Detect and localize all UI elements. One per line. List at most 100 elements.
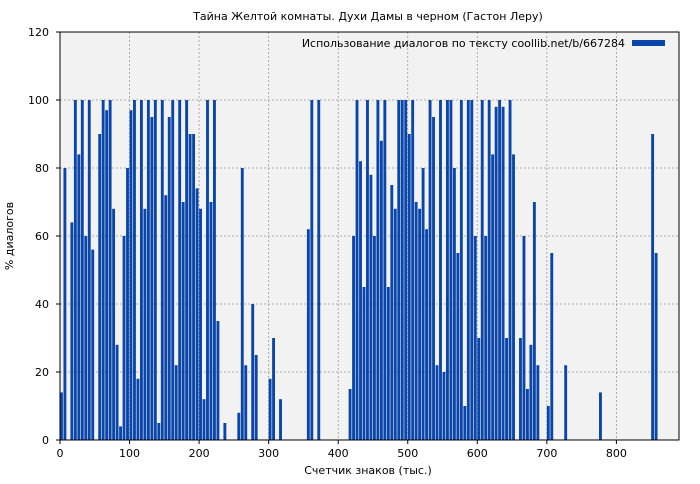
bar (213, 100, 216, 440)
bar (185, 100, 189, 440)
bar (376, 100, 380, 440)
bar (366, 100, 369, 440)
bar (654, 253, 658, 440)
bar (651, 134, 655, 440)
y-tick-label: 120 (28, 26, 49, 39)
bar (480, 100, 484, 440)
bar (546, 406, 550, 440)
bar (80, 100, 84, 440)
bar (525, 389, 529, 440)
bar (522, 236, 526, 440)
legend: Использование диалогов по тексту coollib… (302, 37, 665, 50)
bar (268, 378, 272, 440)
bar (171, 100, 175, 440)
bar (146, 100, 150, 440)
x-tick-label: 100 (119, 447, 140, 460)
bar (150, 117, 154, 440)
x-tick-label: 400 (328, 447, 349, 460)
y-tick-label: 100 (28, 94, 49, 107)
bar (108, 100, 112, 440)
x-tick-label: 800 (606, 447, 627, 460)
legend-label: Использование диалогов по тексту coollib… (302, 37, 625, 50)
bar (254, 355, 258, 440)
bar (84, 236, 88, 440)
bar (112, 208, 116, 440)
x-tick-label: 200 (189, 447, 210, 460)
bar (122, 236, 126, 440)
bar-series (60, 100, 658, 441)
y-tick-label: 0 (42, 434, 49, 447)
bar (209, 202, 213, 440)
bar (105, 110, 109, 440)
bar (352, 236, 355, 440)
bar (397, 100, 401, 440)
bar (317, 100, 321, 440)
bar (216, 321, 220, 440)
bar (157, 423, 161, 440)
bar (362, 287, 366, 440)
bar (192, 134, 196, 440)
bar (355, 100, 359, 440)
bar (167, 117, 171, 440)
bar (206, 100, 209, 440)
bar (439, 100, 442, 440)
bar (536, 365, 540, 440)
x-axis-label: Счетчик знаков (тыс.) (304, 464, 432, 477)
y-tick-label: 80 (35, 162, 49, 175)
y-tick-label: 40 (35, 298, 49, 311)
bar (487, 100, 491, 440)
bar (442, 372, 446, 440)
legend-swatch (632, 40, 665, 46)
bar (251, 304, 255, 440)
bar (199, 208, 202, 440)
bar (174, 365, 178, 440)
y-axis-label: % диалогов (3, 202, 16, 270)
bar (407, 134, 411, 440)
bar (564, 365, 568, 440)
bar (452, 168, 456, 440)
bar (501, 106, 505, 441)
x-tick-label: 0 (57, 447, 64, 460)
bar (473, 236, 477, 440)
bar (115, 344, 119, 440)
bar (63, 168, 67, 440)
bar (244, 365, 248, 440)
bar (70, 222, 74, 440)
bar (446, 100, 449, 440)
bar (372, 236, 376, 440)
bar (369, 174, 373, 441)
bar (428, 100, 432, 440)
bar (383, 100, 387, 440)
bar (532, 202, 536, 440)
axis-ticks: 0 100 200 300 400 500 600 700 800 0 20 40 60 80 100 120 (28, 26, 627, 460)
bar (178, 100, 182, 440)
bar (153, 100, 157, 440)
bar (456, 253, 460, 440)
bar (508, 100, 512, 440)
bar (529, 344, 533, 440)
bar (484, 236, 488, 440)
bar (449, 100, 453, 440)
bar (404, 100, 408, 440)
bar (223, 423, 227, 440)
bar (133, 100, 136, 440)
bar (463, 406, 467, 440)
bar (459, 100, 463, 440)
x-tick-label: 600 (467, 447, 488, 460)
bar (550, 253, 554, 440)
bar (519, 338, 522, 440)
y-tick-label: 60 (35, 230, 49, 243)
chart-title: Тайна Желтой комнаты. Духи Дамы в черном… (192, 10, 543, 23)
bar (188, 134, 192, 440)
bar (164, 195, 168, 440)
bar (202, 399, 206, 440)
bar (418, 208, 422, 440)
bar (348, 389, 352, 440)
bar (466, 100, 470, 440)
bar (498, 100, 502, 440)
bar (505, 338, 509, 440)
bar (101, 100, 105, 440)
bar (160, 100, 164, 440)
